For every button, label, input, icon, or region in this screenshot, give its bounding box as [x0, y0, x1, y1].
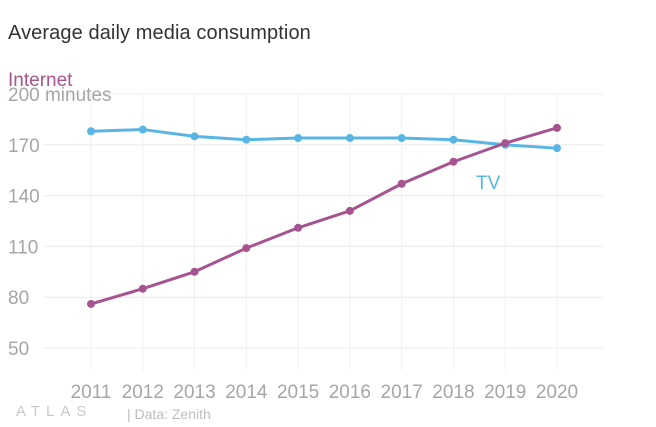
x-tick-label: 2012 [122, 382, 164, 403]
x-tick-label: 2018 [432, 382, 474, 403]
y-tick-label: 80 [8, 288, 29, 309]
y-tick-label: 140 [8, 187, 40, 208]
internet-data-point [190, 267, 199, 276]
source-note: | Data: Zenith [127, 406, 211, 422]
internet-data-point [345, 206, 354, 215]
tv-data-point [553, 144, 561, 153]
x-axis-ticks: 2011 2012 2013 2014 2015 2016 2017 2018 2019 2020 [71, 382, 579, 403]
tv-series-line [89, 128, 559, 150]
tv-data-point [87, 127, 95, 136]
internet-data-point [87, 299, 95, 308]
internet-data-point [553, 123, 561, 132]
internet-data-point [294, 223, 303, 232]
y-tick-label: 170 [8, 136, 40, 157]
series-labels: Internet TV [8, 70, 501, 194]
tv-data-point [345, 134, 354, 143]
series [87, 123, 561, 308]
internet-data-point [449, 157, 458, 166]
x-tick-label: 2019 [484, 382, 526, 403]
x-tick-label: 2017 [381, 382, 423, 403]
y-tick-label: 110 [8, 237, 38, 258]
atlas-logo: ATLAS [16, 403, 93, 420]
x-tick-label: 2020 [536, 382, 578, 403]
grid [44, 93, 603, 370]
chart-title: Average daily media consumption [8, 22, 311, 44]
y-unit-label: 200 minutes [8, 85, 112, 106]
x-tick-label: 2014 [225, 382, 268, 403]
internet-data-point [501, 139, 510, 148]
x-tick-label: 2013 [173, 382, 215, 403]
internet-data-point [397, 179, 406, 188]
tv-data-point [397, 134, 406, 143]
tv-data-point [294, 134, 303, 143]
y-axis-ticks: 50 80 110 140 170 200 minutes [8, 85, 112, 360]
x-tick-label: 2011 [71, 382, 112, 403]
tv-data-point [242, 135, 251, 144]
internet-data-point [242, 244, 251, 253]
x-tick-label: 2015 [277, 382, 319, 403]
internet-series-line [89, 126, 559, 306]
tv-data-point [138, 125, 147, 134]
internet-data-point [138, 284, 147, 293]
x-tick-label: 2016 [329, 382, 371, 403]
tv-series-label: TV [476, 173, 501, 194]
tv-data-point [190, 132, 199, 141]
y-tick-label: 50 [8, 339, 29, 360]
internet-series-label: Internet [8, 70, 73, 91]
tv-data-point [449, 135, 458, 144]
